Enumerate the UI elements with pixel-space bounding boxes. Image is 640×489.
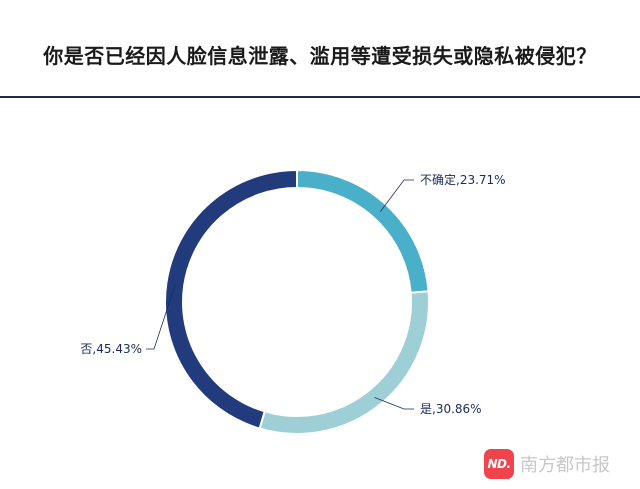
newspaper-logo-icon: ND. (484, 449, 514, 479)
slice-no (163, 168, 298, 430)
slice-label-yes: 是,30.86% (420, 402, 482, 416)
slice-label-uncertain: 不确定,23.71% (420, 172, 506, 187)
title-divider (0, 96, 640, 98)
leader-lines (146, 179, 414, 410)
watermark-text: 南方都市报 (520, 455, 610, 476)
watermark: ND. 南方都市报 (484, 448, 610, 480)
slice-label-no: 否,45.43% (80, 342, 142, 356)
leader-line-yes (374, 397, 414, 410)
slice-yes (258, 290, 430, 435)
slice-uncertain (296, 168, 430, 294)
donut-slices (163, 168, 430, 435)
leader-line-uncertain (380, 179, 414, 212)
leader-line-no (146, 284, 176, 350)
chart-title: 你是否已经因人脸信息泄露、滥用等遭受损失或隐私被侵犯？ (43, 44, 597, 68)
